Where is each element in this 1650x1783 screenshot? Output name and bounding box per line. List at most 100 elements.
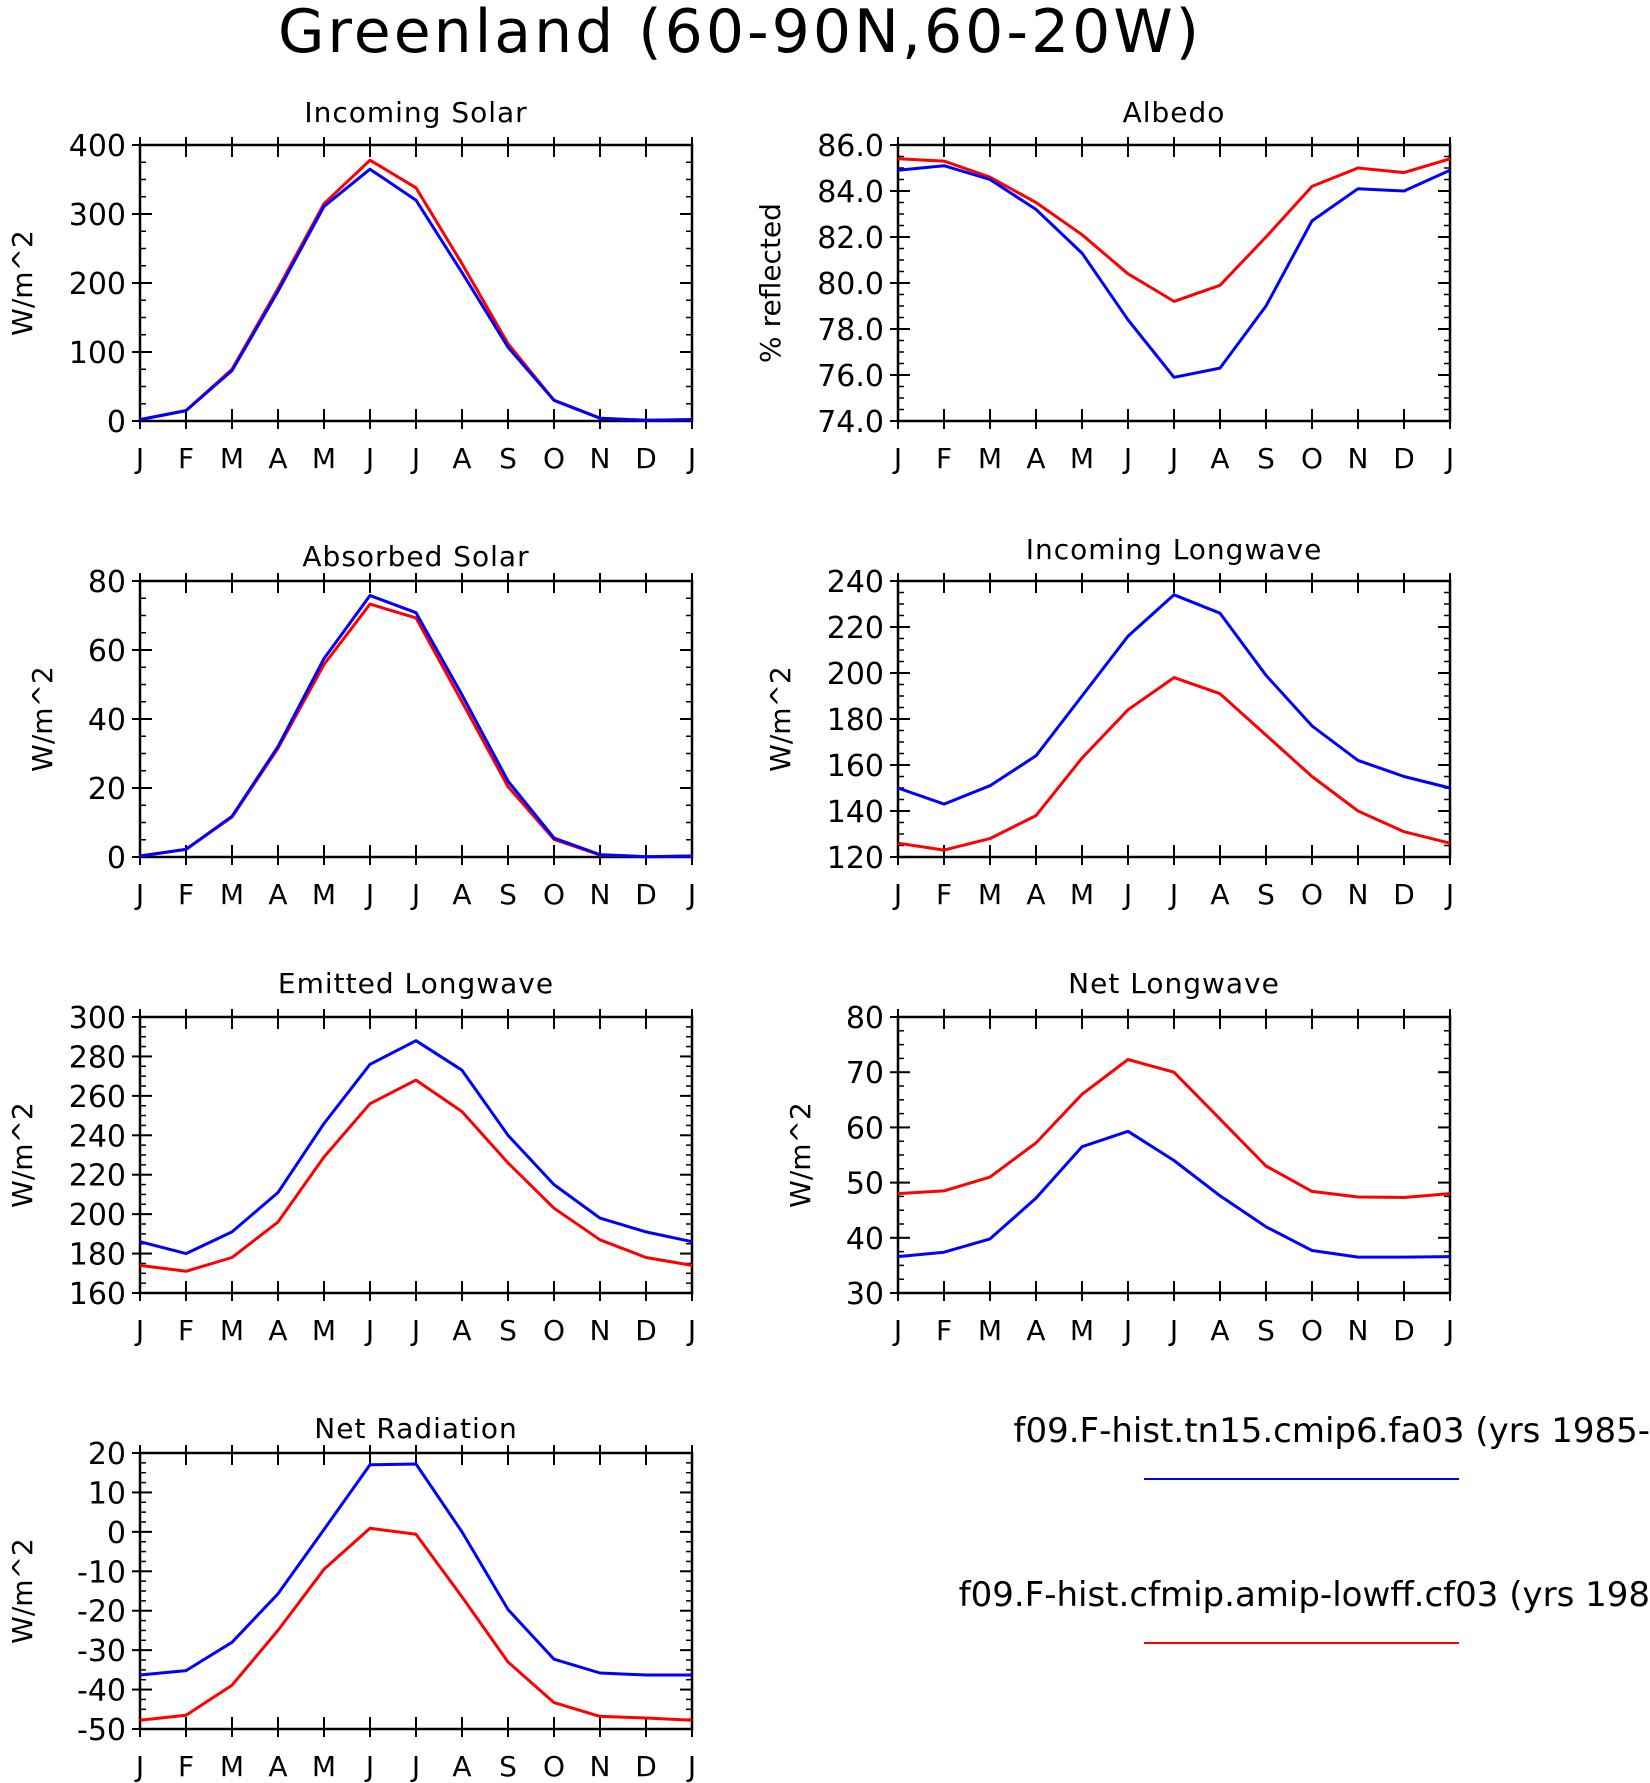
y-tick-label: 120	[827, 841, 884, 876]
chart-title: Incoming Solar	[304, 96, 527, 129]
x-tick-label: D	[1393, 442, 1415, 475]
y-axis-label: % reflected	[754, 203, 787, 363]
chart-panel-2: 74.076.078.080.082.084.086.0J F M A M J J A S O N D…	[754, 96, 1454, 475]
x-tick-label: J	[410, 442, 420, 475]
y-tick-label: 84.0	[817, 175, 884, 210]
x-tick-label: J	[134, 878, 144, 911]
x-tick-label: J	[410, 878, 420, 911]
x-tick-label: S	[499, 1750, 517, 1783]
x-tick-label: J	[1122, 1314, 1132, 1347]
y-tick-label: 20	[88, 772, 126, 807]
x-tick-label: O	[543, 878, 565, 911]
x-tick-label: J	[892, 442, 902, 475]
y-tick-label: 80	[846, 1001, 884, 1036]
chart-title: Incoming Longwave	[1026, 533, 1323, 566]
x-tick-label: F	[178, 1314, 194, 1347]
y-tick-label: 180	[69, 1238, 126, 1273]
y-tick-label: -40	[77, 1674, 126, 1709]
x-tick-label: J	[134, 1314, 144, 1347]
x-tick-label: J	[364, 442, 374, 475]
x-tick-label: J	[134, 442, 144, 475]
x-tick-label: J	[892, 878, 902, 911]
x-tick-label: A	[1210, 878, 1229, 911]
series-line-2	[897, 676, 1451, 852]
x-tick-label: A	[268, 878, 287, 911]
x-tick-label: J	[892, 1314, 902, 1347]
x-tick-label: J	[1122, 878, 1132, 911]
x-tick-label: M	[312, 878, 336, 911]
x-tick-label: J	[1444, 878, 1454, 911]
x-tick-label: D	[635, 1750, 657, 1783]
y-tick-label: 0	[107, 1516, 126, 1551]
y-axis-label: W/m^2	[764, 666, 797, 772]
y-tick-label: 20	[88, 1437, 126, 1472]
series-line-2	[897, 164, 1451, 379]
x-tick-label: A	[1026, 878, 1045, 911]
plot-frame	[138, 1451, 694, 1731]
x-tick-label: S	[499, 1314, 517, 1347]
x-tick-label: D	[635, 442, 657, 475]
x-tick-label: M	[220, 1750, 244, 1783]
y-tick-label: 0	[107, 841, 126, 876]
y-tick-label: 76.0	[817, 359, 884, 394]
x-tick-label: M	[312, 442, 336, 475]
y-axis-label: W/m^2	[6, 230, 39, 336]
legend-label-run2: f09.F-hist.cfmip.amip-lowff.cf03 (yrs 19…	[959, 1575, 1650, 1615]
y-tick-label: 240	[827, 565, 884, 600]
plot-frame	[896, 579, 1452, 859]
y-tick-label: 60	[846, 1111, 884, 1146]
y-tick-label: -20	[77, 1595, 126, 1630]
x-tick-label: D	[1393, 1314, 1415, 1347]
series-line-1	[139, 1462, 692, 1677]
y-tick-label: 50	[846, 1167, 884, 1202]
x-tick-label: J	[1444, 1314, 1454, 1347]
plot-frame	[138, 143, 694, 423]
y-tick-label: 80	[88, 565, 126, 600]
x-tick-label: O	[543, 1750, 565, 1783]
y-tick-label: 60	[88, 634, 126, 669]
x-tick-label: J	[1122, 442, 1132, 475]
chart-title: Absorbed Solar	[302, 540, 529, 573]
x-tick-label: A	[1210, 1314, 1229, 1347]
x-tick-label: N	[590, 878, 611, 911]
y-tick-label: 200	[69, 267, 126, 302]
series-line-1	[139, 1039, 693, 1256]
y-axis-label: W/m^2	[6, 1538, 39, 1644]
chart-title: Net Longwave	[1068, 967, 1280, 1000]
x-tick-label: J	[364, 878, 374, 911]
x-tick-label: S	[499, 878, 517, 911]
x-tick-label: O	[543, 1314, 565, 1347]
plot-frame	[138, 1015, 694, 1295]
y-tick-label: 180	[827, 703, 884, 738]
x-tick-label: J	[410, 1750, 420, 1783]
y-tick-label: 40	[846, 1222, 884, 1257]
series-line-1	[897, 157, 1451, 303]
x-tick-label: J	[686, 442, 696, 475]
x-tick-label: M	[220, 1314, 244, 1347]
x-tick-label: S	[499, 442, 517, 475]
x-tick-label: M	[978, 1314, 1002, 1347]
y-tick-label: 82.0	[817, 221, 884, 256]
y-tick-label: 0	[107, 405, 126, 440]
y-axis-label: W/m^2	[6, 1102, 39, 1208]
x-tick-label: J	[1168, 442, 1178, 475]
x-tick-label: D	[635, 878, 657, 911]
legend: f09.F-hist.tn15.cmip6.fa03 (yrs 1985- f0…	[959, 1411, 1650, 1644]
y-tick-label: 80.0	[817, 267, 884, 302]
plot-frame	[896, 143, 1452, 423]
x-tick-label: A	[1026, 1314, 1045, 1347]
x-tick-label: N	[1348, 442, 1369, 475]
x-tick-label: J	[364, 1314, 374, 1347]
y-axis-label: W/m^2	[26, 666, 59, 772]
x-tick-label: J	[1168, 1314, 1178, 1347]
x-tick-label: M	[978, 442, 1002, 475]
x-tick-label: N	[1348, 878, 1369, 911]
x-tick-label: D	[635, 1314, 657, 1347]
x-tick-label: F	[178, 1750, 194, 1783]
x-tick-label: O	[1301, 878, 1323, 911]
x-tick-label: O	[543, 442, 565, 475]
